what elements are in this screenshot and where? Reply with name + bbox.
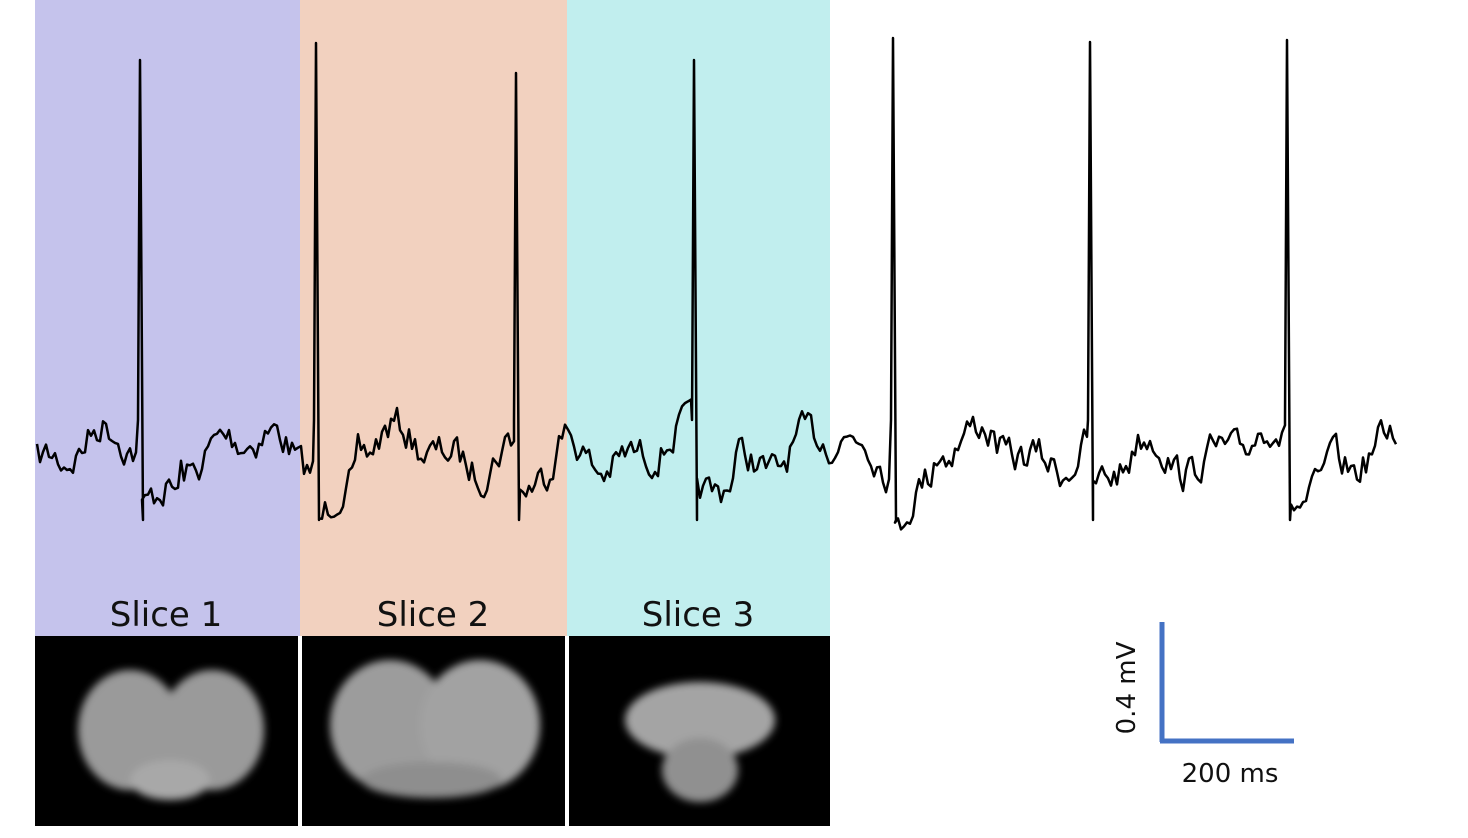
scale-label: 0.4 mV <box>1112 641 1142 734</box>
brain <box>662 738 738 802</box>
brain <box>420 660 540 790</box>
brain <box>130 760 210 800</box>
brain <box>362 762 502 798</box>
slice-label: Slice 1 <box>110 595 223 635</box>
scale-label: 200 ms <box>1182 759 1279 789</box>
ecg-trace <box>35 36 1398 531</box>
brain <box>78 670 182 790</box>
slice-label: Slice 2 <box>377 595 490 635</box>
brain <box>330 660 450 790</box>
brain <box>625 682 775 758</box>
panel-bg <box>35 0 300 636</box>
panel-bg <box>567 0 830 636</box>
brain <box>160 670 264 790</box>
mri-images <box>35 636 830 826</box>
slice-label: Slice 3 <box>642 595 755 635</box>
panel-bg <box>300 0 567 636</box>
